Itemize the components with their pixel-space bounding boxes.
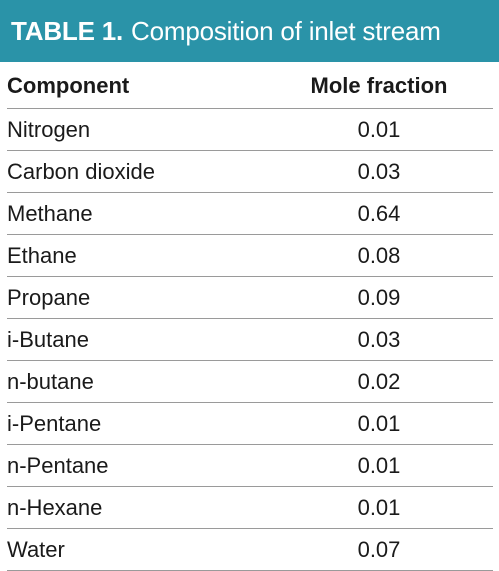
table-row: Carbon dioxide 0.03 xyxy=(7,150,493,193)
table-row: n-Pentane 0.01 xyxy=(7,444,493,487)
component-cell: n-Pentane xyxy=(7,444,265,487)
table-row: Water 0.07 xyxy=(7,528,493,571)
mole-fraction-cell: 0.64 xyxy=(265,192,493,235)
table-row: Propane 0.09 xyxy=(7,276,493,319)
mole-fraction-cell: 0.09 xyxy=(265,276,493,319)
component-cell: n-Hexane xyxy=(7,486,265,529)
mole-fraction-cell: 0.01 xyxy=(265,444,493,487)
mole-fraction-cell: 0.03 xyxy=(265,318,493,361)
table-row: n-butane 0.02 xyxy=(7,360,493,403)
table-row: n-Hexane 0.01 xyxy=(7,486,493,529)
column-header-component: Component xyxy=(7,64,265,109)
component-cell: Ethane xyxy=(7,234,265,277)
table-caption: TABLE 1. Composition of inlet stream xyxy=(0,0,499,62)
mole-fraction-cell: 0.07 xyxy=(265,528,493,571)
column-header-mole-fraction: Mole fraction xyxy=(265,64,493,109)
mole-fraction-cell: 0.01 xyxy=(265,486,493,529)
table-row: i-Butane 0.03 xyxy=(7,318,493,361)
mole-fraction-cell: 0.02 xyxy=(265,360,493,403)
table-title: Composition of inlet stream xyxy=(131,15,441,46)
component-cell: n-butane xyxy=(7,360,265,403)
table-row: i-Pentane 0.01 xyxy=(7,402,493,445)
mole-fraction-cell: 0.01 xyxy=(265,402,493,445)
mole-fraction-cell: 0.03 xyxy=(265,150,493,193)
data-table: Component Mole fraction Nitrogen 0.01 Ca… xyxy=(7,64,493,571)
mole-fraction-cell: 0.01 xyxy=(265,108,493,151)
component-cell: Carbon dioxide xyxy=(7,150,265,193)
table-row: Nitrogen 0.01 xyxy=(7,108,493,151)
component-cell: Nitrogen xyxy=(7,108,265,151)
component-cell: i-Butane xyxy=(7,318,265,361)
mole-fraction-cell: 0.08 xyxy=(265,234,493,277)
component-cell: Methane xyxy=(7,192,265,235)
component-cell: Water xyxy=(7,528,265,571)
component-cell: Propane xyxy=(7,276,265,319)
table-row: Ethane 0.08 xyxy=(7,234,493,277)
table-row: Methane 0.64 xyxy=(7,192,493,235)
component-cell: i-Pentane xyxy=(7,402,265,445)
table-number: TABLE 1. xyxy=(11,15,124,46)
header-row: Component Mole fraction xyxy=(7,64,493,109)
